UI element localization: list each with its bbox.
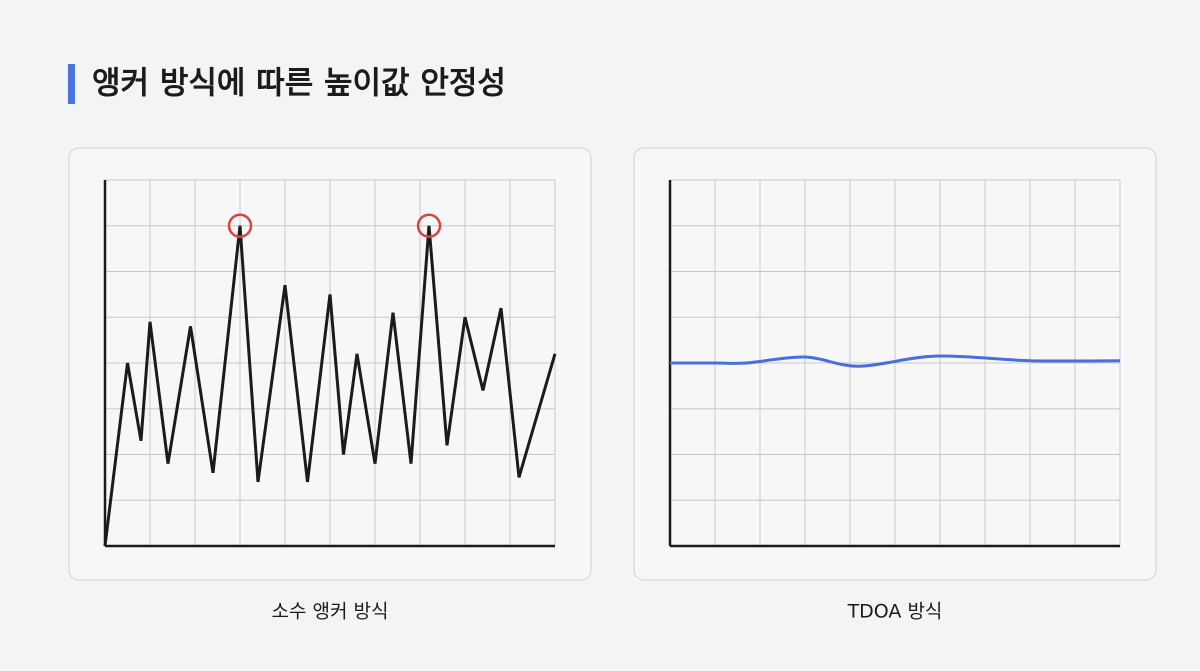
- peak-highlight: [227, 213, 253, 238]
- chart-caption: TDOA 방식: [847, 601, 943, 623]
- data-line: [103, 225, 557, 547]
- peak-highlight: [416, 213, 442, 238]
- slide-title: 앵커 방식에 따른 높이값 안정성: [92, 66, 506, 102]
- data-line: [669, 354, 1121, 368]
- title-accent: [68, 64, 75, 104]
- chart-caption: 소수 앵커 방식: [272, 601, 389, 623]
